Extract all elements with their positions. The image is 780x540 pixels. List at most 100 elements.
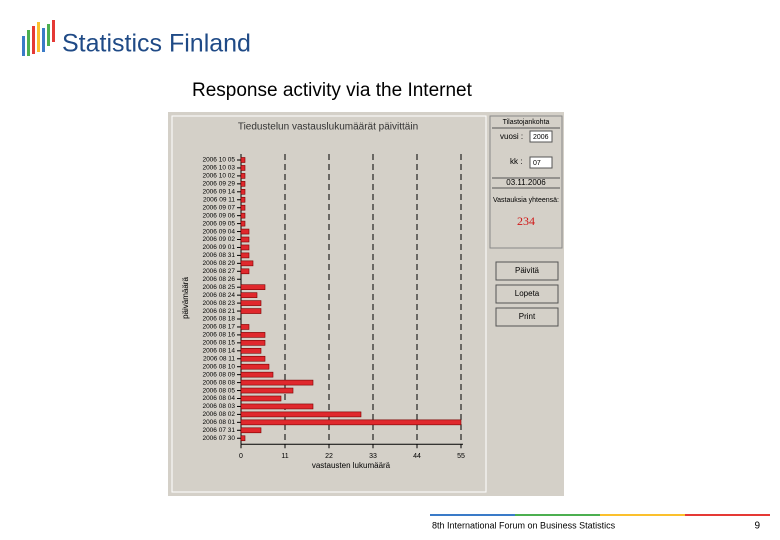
button-label: Päivitä bbox=[515, 266, 540, 275]
y-tick-label: 2006 08 14 bbox=[202, 348, 235, 355]
y-tick-label: 2006 08 04 bbox=[202, 395, 235, 402]
y-tick-label: 2006 09 01 bbox=[202, 244, 235, 251]
y-tick-label: 2006 07 31 bbox=[202, 427, 235, 434]
bar bbox=[240, 212, 246, 219]
y-tick-label: 2006 08 11 bbox=[203, 355, 235, 362]
year-value: 2006 bbox=[533, 134, 549, 141]
y-tick-label: 2006 08 02 bbox=[202, 411, 235, 418]
bar bbox=[240, 260, 254, 267]
bar bbox=[240, 292, 258, 298]
y-tick-label: 2006 08 08 bbox=[202, 379, 235, 386]
bar bbox=[240, 236, 250, 243]
bar bbox=[240, 189, 246, 195]
date: 03.11.2006 bbox=[506, 178, 546, 187]
footer-event: 8th International Forum on Business Stat… bbox=[432, 520, 616, 530]
y-tick-label: 2006 09 04 bbox=[202, 228, 235, 235]
year-input[interactable] bbox=[529, 130, 553, 143]
x-axis-label: vastausten lukumäärä bbox=[312, 461, 391, 470]
y-tick-label: 2006 08 17 bbox=[202, 324, 235, 331]
y-tick-label: 2006 08 03 bbox=[202, 403, 235, 410]
y-tick-label: 2006 09 11 bbox=[203, 196, 235, 203]
y-tick-label: 2006 08 21 bbox=[202, 308, 235, 315]
x-tick-label: 11 bbox=[281, 453, 288, 460]
y-tick-label: 2006 08 09 bbox=[202, 371, 235, 378]
y-tick-label: 2006 08 01 bbox=[202, 419, 235, 426]
y-tick-label: 2006 08 16 bbox=[202, 332, 235, 339]
y-tick-label: 2006 07 30 bbox=[202, 435, 235, 442]
y-tick-label: 2006 10 03 bbox=[202, 165, 235, 172]
y-tick-label: 2006 08 29 bbox=[202, 260, 235, 267]
logo-mark bbox=[22, 20, 55, 56]
y-tick-label: 2006 08 10 bbox=[202, 363, 235, 370]
button-label: Lopeta bbox=[515, 289, 540, 298]
slide-title: Response activity via the Internet bbox=[192, 80, 473, 101]
year-label: vuosi : bbox=[500, 132, 523, 141]
bar bbox=[240, 181, 246, 187]
y-tick-label: 2006 09 14 bbox=[202, 189, 235, 196]
bar bbox=[240, 268, 250, 275]
bar bbox=[240, 403, 314, 410]
bar bbox=[240, 340, 266, 346]
x-tick-label: 55 bbox=[457, 453, 465, 460]
bar bbox=[240, 204, 246, 211]
x-tick-label: 33 bbox=[369, 453, 377, 460]
y-tick-label: 2006 08 27 bbox=[202, 268, 235, 275]
bar bbox=[240, 228, 250, 235]
month-value: 07 bbox=[533, 160, 541, 167]
y-tick-label: 2006 09 05 bbox=[202, 220, 235, 227]
y-tick-label: 2006 08 25 bbox=[202, 284, 235, 291]
y-tick-label: 2006 08 23 bbox=[202, 300, 235, 307]
button[interactable] bbox=[495, 307, 559, 327]
y-tick-label: 2006 10 02 bbox=[202, 173, 235, 180]
bar bbox=[240, 252, 250, 259]
y-tick-label: 2006 10 05 bbox=[202, 157, 235, 164]
x-tick-label: 0 bbox=[239, 453, 243, 460]
bar bbox=[240, 284, 266, 291]
y-tick-label: 2006 08 15 bbox=[202, 340, 235, 347]
bar bbox=[240, 300, 262, 306]
bar bbox=[240, 220, 246, 227]
logo-text: Statistics Finland bbox=[62, 30, 251, 58]
bar bbox=[240, 324, 250, 330]
y-tick-label: 2006 09 07 bbox=[202, 204, 235, 211]
page-number: 9 bbox=[754, 521, 760, 532]
y-tick-label: 2006 09 06 bbox=[202, 212, 235, 219]
y-axis-label: päivämäärä bbox=[181, 277, 190, 319]
bar bbox=[240, 173, 246, 179]
x-tick-label: 44 bbox=[413, 453, 421, 460]
y-tick-label: 2006 08 31 bbox=[202, 252, 235, 259]
bar bbox=[240, 165, 246, 171]
bar bbox=[240, 419, 462, 426]
bar bbox=[240, 196, 246, 203]
bar bbox=[240, 355, 266, 362]
month-label: kk : bbox=[510, 157, 522, 166]
bar bbox=[240, 347, 262, 354]
y-tick-label: 2006 08 24 bbox=[202, 292, 235, 299]
button[interactable] bbox=[495, 261, 559, 281]
bar bbox=[240, 427, 262, 434]
y-tick-label: 2006 08 18 bbox=[202, 316, 235, 323]
bar bbox=[240, 308, 262, 314]
bar bbox=[240, 363, 270, 370]
y-tick-label: 2006 08 26 bbox=[202, 276, 235, 283]
y-tick-label: 2006 09 29 bbox=[202, 181, 235, 188]
bar bbox=[240, 395, 282, 402]
bar bbox=[240, 332, 266, 338]
total-label: Vastauksia yhteensä: bbox=[493, 197, 559, 204]
side-panel: Tilastojankohta vuosi : 2006 kk : 07 03.… bbox=[489, 115, 563, 249]
y-tick-label: 2006 08 05 bbox=[202, 387, 235, 394]
month-input[interactable] bbox=[529, 156, 553, 169]
bar bbox=[240, 157, 246, 163]
button-label: Print bbox=[519, 312, 536, 321]
y-tick-label: 2006 09 02 bbox=[202, 236, 235, 243]
bar bbox=[240, 387, 294, 394]
bar bbox=[240, 371, 274, 378]
bar bbox=[240, 411, 362, 418]
total-value: 234 bbox=[517, 214, 535, 228]
bar bbox=[240, 435, 246, 442]
chart-title: Tiedustelun vastauslukumäärät päivittäin bbox=[238, 122, 418, 133]
button[interactable] bbox=[495, 284, 559, 304]
panel-title: Tilastojankohta bbox=[503, 119, 550, 126]
